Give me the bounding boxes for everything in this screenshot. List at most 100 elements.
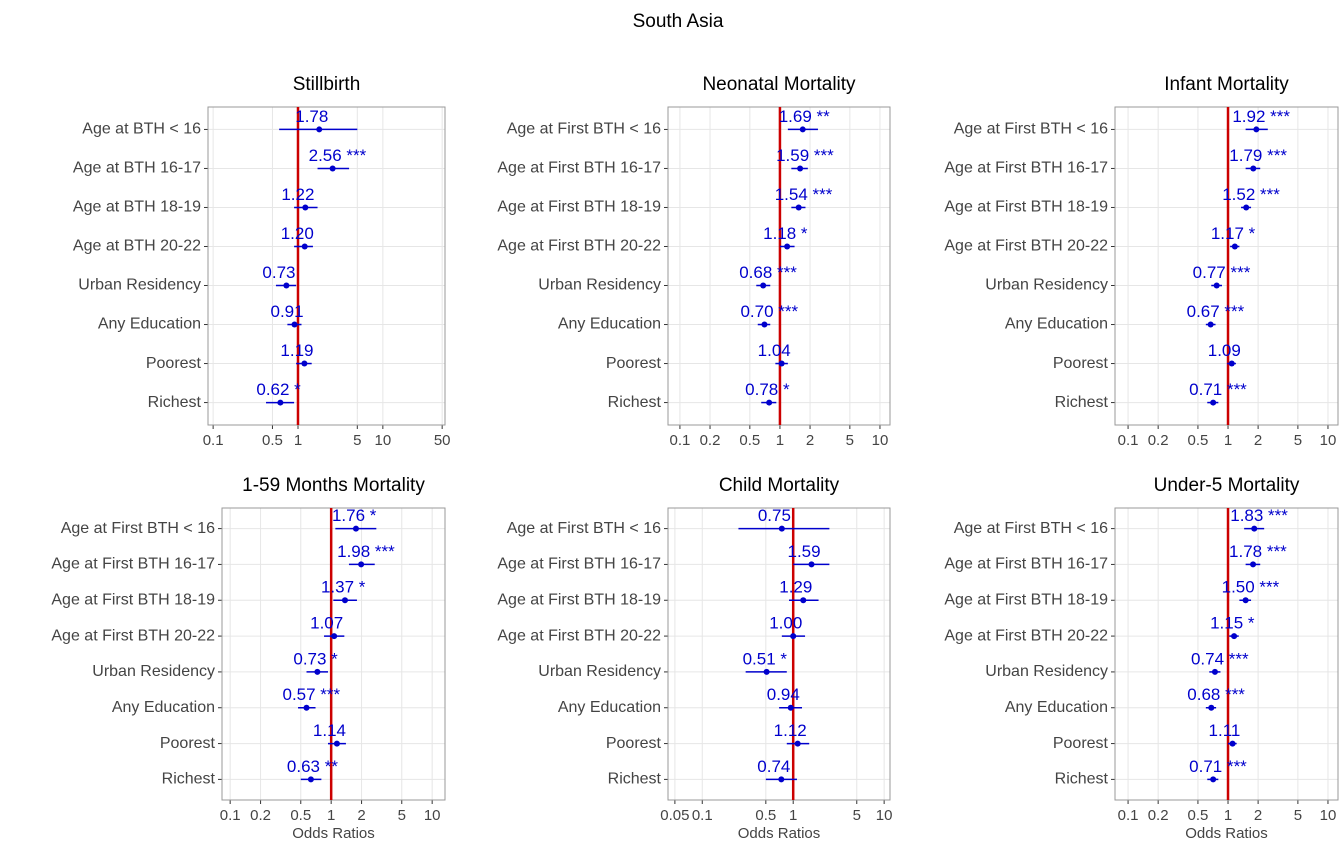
value-label: 0.73 *: [293, 649, 338, 668]
y-tick-label: Urban Residency: [538, 277, 661, 294]
point: [1211, 668, 1218, 675]
point: [329, 165, 336, 172]
point: [778, 360, 785, 367]
point: [795, 204, 802, 211]
y-tick-label: Age at First BTH 16-17: [497, 160, 661, 177]
y-tick-label: Age at First BTH 18-19: [497, 199, 661, 216]
y-tick-label: Richest: [608, 771, 662, 788]
y-tick-label: Age at First BTH 20-22: [51, 627, 215, 644]
value-label: 1.76 *: [332, 506, 377, 525]
value-label: 0.94: [767, 685, 800, 704]
figure-title: South Asia: [633, 11, 724, 32]
point: [778, 776, 785, 783]
value-label: 1.07: [310, 614, 343, 633]
y-tick-label: Age at BTH 18-19: [73, 199, 201, 216]
point: [1253, 126, 1260, 133]
y-tick-label: Poorest: [146, 355, 202, 372]
x-tick-label: 10: [424, 807, 441, 824]
x-tick-label: 1: [1224, 807, 1232, 824]
y-tick-label: Age at First BTH 18-19: [944, 591, 1108, 608]
x-tick-label: 50: [434, 432, 451, 449]
value-label: 1.78 ***: [1229, 542, 1287, 561]
y-tick-label: Any Education: [1005, 699, 1108, 716]
x-tick-label: 1: [789, 807, 797, 824]
value-label: 0.71 ***: [1189, 757, 1247, 776]
point: [766, 399, 773, 406]
value-label: 0.73: [262, 263, 295, 282]
y-tick-label: Urban Residency: [538, 663, 661, 680]
value-label: 1.14: [313, 721, 346, 740]
x-tick-label: 5: [353, 432, 361, 449]
x-tick-label: 0.5: [290, 807, 311, 824]
y-tick-label: Any Education: [98, 316, 201, 333]
value-label: 1.04: [758, 341, 791, 360]
point: [1243, 204, 1250, 211]
value-label: 1.12: [774, 721, 807, 740]
point: [1207, 321, 1214, 328]
value-label: 0.74 ***: [1191, 649, 1249, 668]
x-tick-label: 5: [1294, 807, 1302, 824]
value-label: 1.98 ***: [337, 542, 395, 561]
x-tick-label: 0.1: [220, 807, 241, 824]
y-tick-label: Richest: [148, 394, 202, 411]
point: [1228, 360, 1235, 367]
panel-title: Stillbirth: [293, 74, 361, 95]
y-tick-label: Urban Residency: [78, 277, 201, 294]
value-label: 0.91: [271, 302, 304, 321]
x-tick-label: 0.5: [262, 432, 283, 449]
point: [358, 561, 365, 568]
x-tick-label: 0.2: [1148, 807, 1169, 824]
x-tick-label: 10: [1320, 432, 1337, 449]
value-label: 1.09: [1208, 341, 1241, 360]
value-label: 1.37 *: [321, 578, 366, 597]
value-label: 1.83 ***: [1230, 506, 1288, 525]
x-tick-label: 0.2: [250, 807, 271, 824]
y-tick-label: Any Education: [112, 699, 215, 716]
x-tick-label: 10: [872, 432, 889, 449]
point: [778, 525, 785, 532]
y-tick-label: Age at First BTH < 16: [61, 520, 215, 537]
point: [331, 633, 338, 640]
y-tick-label: Age at BTH 20-22: [73, 238, 201, 255]
point: [800, 597, 807, 604]
value-label: 0.75: [758, 506, 791, 525]
point: [1213, 282, 1220, 289]
y-tick-label: Richest: [1055, 394, 1109, 411]
value-label: 0.68 ***: [1187, 685, 1245, 704]
point: [763, 668, 770, 675]
point: [1250, 561, 1257, 568]
point: [761, 321, 768, 328]
point: [799, 126, 806, 133]
y-tick-label: Age at First BTH 16-17: [51, 556, 215, 573]
value-label: 0.74: [757, 757, 790, 776]
y-tick-label: Age at First BTH 20-22: [497, 238, 661, 255]
x-tick-label: 2: [357, 807, 365, 824]
panel-background: [1115, 508, 1338, 800]
value-label: 1.69 **: [779, 107, 830, 126]
x-tick-label: 1: [294, 432, 302, 449]
point: [1231, 633, 1238, 640]
point: [797, 165, 804, 172]
point: [291, 321, 298, 328]
value-label: 0.57 ***: [283, 685, 341, 704]
value-label: 1.22: [281, 185, 314, 204]
x-tick-label: 0.1: [1118, 807, 1139, 824]
value-label: 0.70 ***: [740, 302, 798, 321]
panel-border: [207, 106, 446, 426]
x-tick-label: 0.2: [1148, 432, 1169, 449]
x-tick-label: 0.5: [755, 807, 776, 824]
value-label: 1.11: [1209, 721, 1241, 740]
value-label: 1.18 *: [763, 224, 808, 243]
x-tick-label: 0.5: [1188, 432, 1209, 449]
y-tick-label: Any Education: [558, 316, 661, 333]
y-tick-label: Poorest: [1053, 355, 1109, 372]
point: [352, 525, 359, 532]
value-label: 0.67 ***: [1187, 302, 1245, 321]
x-tick-label: 5: [846, 432, 854, 449]
y-tick-label: Urban Residency: [985, 663, 1108, 680]
x-tick-label: 0.5: [739, 432, 760, 449]
x-tick-label: 0.1: [1118, 432, 1139, 449]
x-tick-label: 2: [1254, 807, 1262, 824]
point: [1251, 525, 1258, 532]
